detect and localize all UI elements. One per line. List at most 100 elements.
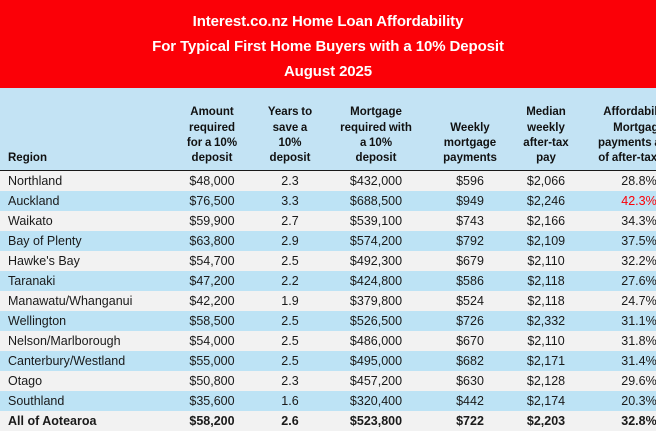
cell-amount: $59,900 [166, 210, 258, 231]
cell-afford: 31.8% [582, 330, 656, 351]
cell-years: 2.5 [258, 350, 322, 371]
column-header-amount-line-2: required [188, 121, 235, 134]
cell-median: $2,166 [510, 210, 582, 231]
cell-median: $2,246 [510, 190, 582, 211]
column-header-median-pay: Median weekly after-tax pay [510, 88, 582, 171]
column-header-years-line-2: save a [272, 121, 308, 134]
column-header-region-line-4: Region [8, 152, 47, 165]
cell-region: Wellington [0, 310, 166, 331]
column-header-amount: Amount required for a 10% deposit [166, 88, 258, 171]
column-header-median-line-2: weekly [527, 121, 565, 134]
cell-amount: $35,600 [166, 390, 258, 411]
cell-median: $2,110 [510, 330, 582, 351]
column-header-median-line-1: Median [526, 106, 566, 119]
column-header-years: Years to save a 10% deposit [258, 88, 322, 171]
table-row: Manawatu/Whanganui $42,200 1.9 $379,800 $524… [0, 290, 656, 311]
column-header-weekly-line-3: payments [443, 152, 497, 165]
affordability-table: Region Amount required for a 10% deposit… [0, 88, 656, 431]
cell-mortgage: $486,000 [322, 330, 430, 351]
cell-afford: 27.6% [582, 270, 656, 291]
cell-afford: 34.3% [582, 210, 656, 231]
column-header-amount-line-1: Amount [190, 106, 234, 119]
cell-mortgage: $495,000 [322, 350, 430, 371]
cell-weekly: $630 [430, 370, 510, 391]
title-line-2: For Typical First Home Buyers with a 10%… [152, 38, 504, 55]
table-row: Northland $48,000 2.3 $432,000 $596 $2,066 28.… [0, 170, 656, 191]
cell-amount: $54,700 [166, 250, 258, 271]
cell-weekly: $682 [430, 350, 510, 371]
cell-years: 2.2 [258, 270, 322, 291]
cell-years: 2.3 [258, 170, 322, 191]
cell-afford: 31.4% [582, 350, 656, 371]
column-header-mortgage-line-1: Mortgage [350, 106, 402, 119]
cell-amount: $54,000 [166, 330, 258, 351]
cell-afford: 24.7% [582, 290, 656, 311]
cell-region: Canterbury/Westland [0, 350, 166, 371]
cell-median: $2,118 [510, 290, 582, 311]
cell-mortgage: $688,500 [322, 190, 430, 211]
cell-mortgage: $424,800 [322, 270, 430, 291]
cell-amount: $55,000 [166, 350, 258, 371]
table-row: Taranaki $47,200 2.2 $424,800 $586 $2,118 27.6… [0, 270, 656, 291]
table-header: Region Amount required for a 10% deposit… [0, 88, 656, 171]
title-line-3: August 2025 [283, 63, 373, 80]
cell-years: 2.5 [258, 310, 322, 331]
cell-years: 3.3 [258, 190, 322, 211]
cell-years: 2.6 [258, 410, 322, 431]
cell-mortgage: $379,800 [322, 290, 430, 311]
column-header-weekly-line-2: mortgage [443, 136, 497, 149]
cell-afford: 42.3% [582, 190, 656, 211]
cell-median: $2,066 [510, 170, 582, 191]
cell-mortgage: $457,200 [322, 370, 430, 391]
column-header-years-line-3: 10% [278, 136, 302, 149]
cell-years: 2.5 [258, 330, 322, 351]
cell-region: All of Aotearoa [0, 410, 166, 431]
cell-afford: 29.6% [582, 370, 656, 391]
table-row: Otago $50,800 2.3 $457,200 $630 $2,128 29.6% [0, 370, 656, 391]
cell-mortgage: $492,300 [322, 250, 430, 271]
cell-region: Manawatu/Whanganui [0, 290, 166, 311]
cell-median: $2,171 [510, 350, 582, 371]
column-header-afford-line-1: Affordability: [603, 106, 656, 119]
cell-afford: 31.1% [582, 310, 656, 331]
cell-afford: 32.8% [582, 410, 656, 431]
cell-region: Auckland [0, 190, 166, 211]
cell-mortgage: $539,100 [322, 210, 430, 231]
column-header-years-line-1: Years to [267, 106, 313, 119]
cell-amount: $58,200 [166, 410, 258, 431]
column-header-mortgage-line-4: deposit [355, 152, 397, 165]
cell-afford: 32.2% [582, 250, 656, 271]
column-header-median-line-3: after-tax [523, 136, 569, 149]
cell-region: Bay of Plenty [0, 230, 166, 251]
cell-weekly: $722 [430, 410, 510, 431]
cell-region: Hawke's Bay [0, 250, 166, 271]
cell-weekly: $586 [430, 270, 510, 291]
cell-years: 2.9 [258, 230, 322, 251]
cell-weekly: $596 [430, 170, 510, 191]
column-header-region: Region [0, 88, 166, 171]
column-header-amount-line-4: deposit [191, 152, 233, 165]
cell-weekly: $679 [430, 250, 510, 271]
cell-afford: 37.5% [582, 230, 656, 251]
table-body: Northland $48,000 2.3 $432,000 $596 $2,066 28.… [0, 170, 656, 431]
cell-region: Northland [0, 170, 166, 191]
table-row: Auckland $76,500 3.3 $688,500 $949 $2,246 42.3… [0, 190, 656, 211]
cell-amount: $63,800 [166, 230, 258, 251]
column-header-afford-line-2: Mortgage [613, 121, 656, 134]
table-row: Waikato $59,900 2.7 $539,100 $743 $2,166 34.3% [0, 210, 656, 231]
cell-mortgage: $574,200 [322, 230, 430, 251]
cell-weekly: $792 [430, 230, 510, 251]
cell-years: 2.3 [258, 370, 322, 391]
cell-mortgage: $432,000 [322, 170, 430, 191]
column-header-afford-line-3: payments as % [597, 136, 656, 149]
cell-region: Taranaki [0, 270, 166, 291]
cell-mortgage: $320,400 [322, 390, 430, 411]
cell-years: 1.9 [258, 290, 322, 311]
column-header-median-line-4: pay [536, 152, 556, 165]
table-row: Wellington $58,500 2.5 $526,500 $726 $2,332 31… [0, 310, 656, 331]
cell-amount: $42,200 [166, 290, 258, 311]
column-header-affordability: Affordability: Mortgage payments as % of… [582, 88, 656, 171]
column-header-amount-line-3: for a 10% [186, 136, 238, 149]
cell-years: 2.7 [258, 210, 322, 231]
column-header-weekly-line-1: Weekly [450, 121, 490, 134]
